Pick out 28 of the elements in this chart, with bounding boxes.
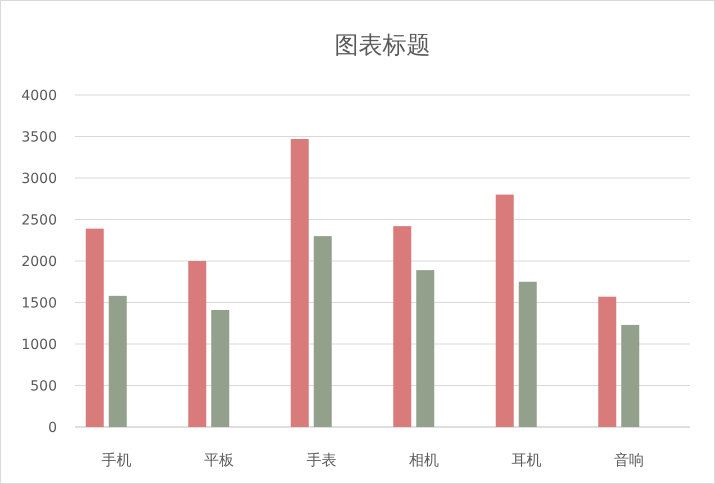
bar (314, 236, 332, 427)
x-tick-label: 手机 (101, 451, 132, 469)
y-tick-label: 2500 (21, 212, 57, 228)
bar (290, 138, 309, 427)
bar (496, 194, 514, 427)
y-tick-label: 3000 (21, 171, 57, 187)
bar (86, 228, 104, 427)
x-tick-label: 音响 (614, 451, 644, 469)
bar (211, 310, 230, 427)
x-tick-label: 相机 (408, 451, 439, 469)
y-tick-label: 1000 (21, 337, 57, 353)
y-tick-label: 3500 (21, 130, 57, 146)
y-tick-label: 500 (30, 378, 57, 394)
x-tick-label: 耳机 (511, 451, 542, 469)
bar (188, 261, 206, 427)
x-tick-label: 手表 (306, 451, 336, 469)
bar (108, 296, 127, 427)
y-tick-label: 4000 (21, 88, 57, 104)
bar (621, 324, 640, 427)
y-tick-label: 1500 (21, 296, 57, 312)
bar (518, 282, 537, 427)
y-tick-label: 0 (48, 420, 57, 436)
bar (393, 226, 412, 427)
bar (598, 296, 616, 427)
bar (416, 270, 434, 427)
chart-title: 图表标题 (334, 31, 430, 59)
x-tick-label: 平板 (204, 451, 234, 469)
y-tick-label: 2000 (21, 254, 57, 270)
